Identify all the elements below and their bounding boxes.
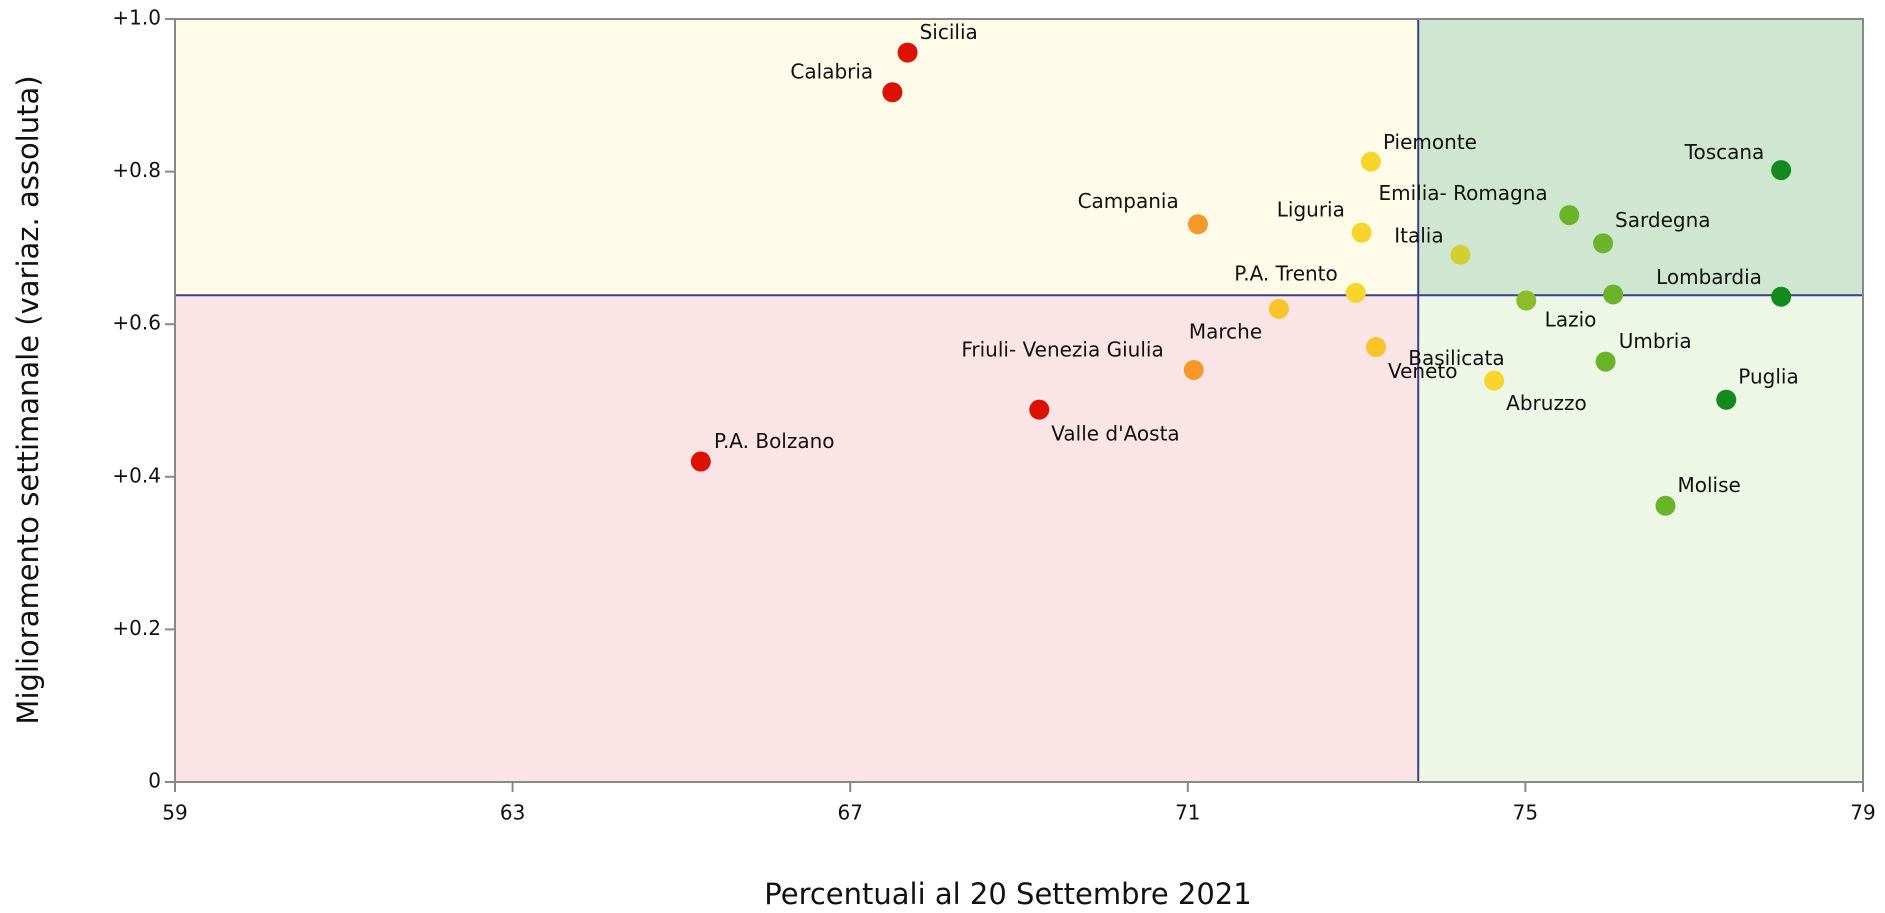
point-label: Veneto xyxy=(1388,359,1458,383)
y-tick-label: +0.2 xyxy=(112,616,161,640)
point xyxy=(1187,214,1208,235)
x-tick-label: 59 xyxy=(162,801,187,825)
x-tick-label: 71 xyxy=(1175,801,1200,825)
y-tick-label: +0.6 xyxy=(112,311,161,335)
point xyxy=(1450,244,1471,265)
point-label: Piemonte xyxy=(1383,130,1477,154)
point xyxy=(1771,160,1792,181)
quadrant xyxy=(1418,19,1863,296)
point-label: Emilia- Romagna xyxy=(1378,181,1547,205)
point xyxy=(1366,337,1387,358)
point xyxy=(1771,286,1792,307)
point xyxy=(1595,351,1616,372)
x-axis-title: Percentuali al 20 Settembre 2021 xyxy=(764,877,1251,911)
point-label: Basilicata xyxy=(1408,346,1504,370)
point xyxy=(1655,495,1676,516)
point xyxy=(1559,205,1580,226)
quadrant xyxy=(175,295,1419,782)
point-label: Valle d'Aosta xyxy=(1051,421,1179,445)
plot-frame xyxy=(174,18,1864,783)
point-label: Calabria xyxy=(790,60,873,84)
point xyxy=(1351,222,1372,243)
point-label: P.A. Trento xyxy=(1234,261,1337,285)
point-label: Marche xyxy=(1189,319,1262,343)
y-tick-label: +0.8 xyxy=(112,158,161,182)
y-tick-label: +0.4 xyxy=(112,463,161,487)
point-label: Sicilia xyxy=(920,20,978,44)
point-label: Lombardia xyxy=(1656,265,1762,289)
point xyxy=(1183,359,1204,380)
quadrant xyxy=(175,19,1419,296)
point xyxy=(1484,370,1505,391)
point xyxy=(1516,290,1537,311)
point-label: P.A. Bolzano xyxy=(714,429,835,453)
y-tick-label: +1.0 xyxy=(112,6,161,30)
point-label: Liguria xyxy=(1277,198,1345,222)
point-label: Toscana xyxy=(1684,140,1765,164)
point-label: Umbria xyxy=(1619,329,1692,353)
point-label: Puglia xyxy=(1738,365,1798,389)
point xyxy=(897,42,918,63)
point xyxy=(882,82,903,103)
point-label: Abruzzo xyxy=(1506,391,1587,415)
point-label: Friuli- Venezia Giulia xyxy=(961,337,1163,361)
x-tick-label: 63 xyxy=(500,801,525,825)
point xyxy=(1268,298,1289,319)
x-tick-label: 75 xyxy=(1513,801,1538,825)
point xyxy=(1593,233,1614,254)
point xyxy=(1716,389,1737,410)
point xyxy=(1345,282,1366,303)
y-tick-label: 0 xyxy=(148,769,161,793)
point-label: Sardegna xyxy=(1615,208,1710,232)
y-axis-title: Miglioramento settimanale (variaz. assol… xyxy=(11,75,45,724)
point xyxy=(690,451,711,472)
point-label: Campania xyxy=(1078,189,1179,213)
point xyxy=(1603,284,1624,305)
point-label: Italia xyxy=(1394,223,1443,247)
x-tick-label: 79 xyxy=(1850,801,1875,825)
point-label: Molise xyxy=(1678,473,1741,497)
point-label: Lazio xyxy=(1545,307,1597,331)
point xyxy=(1029,399,1050,420)
point xyxy=(1360,151,1381,172)
x-tick-label: 67 xyxy=(837,801,862,825)
